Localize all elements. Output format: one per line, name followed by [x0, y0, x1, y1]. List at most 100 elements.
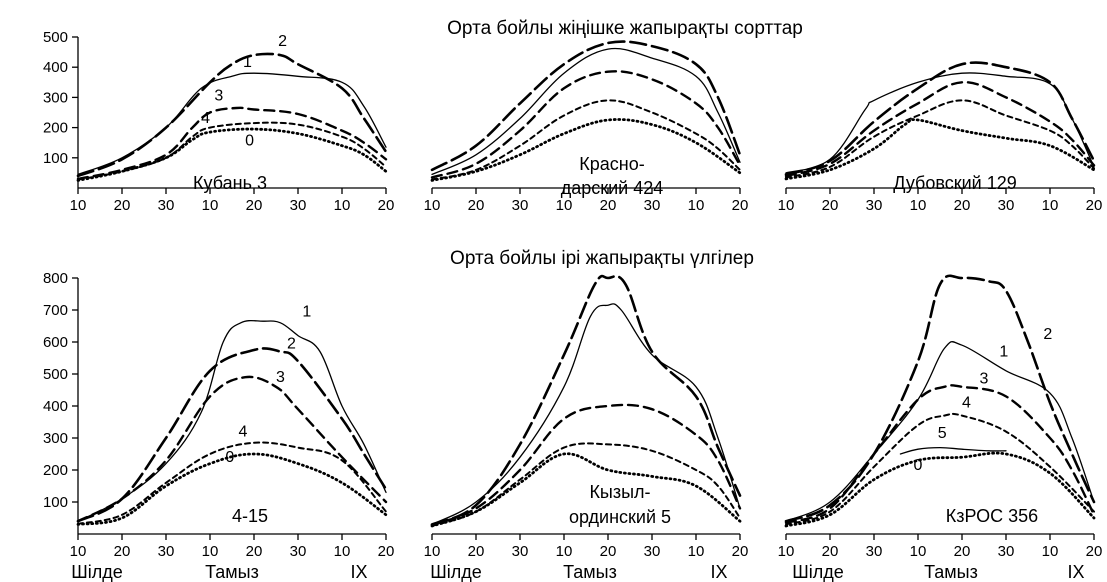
chart-panel-5: 10 20 30 10 20 30 10 20 Кызыл-ординский 5 [424, 274, 749, 560]
x-tick-label: 10 [202, 197, 219, 214]
curve-label-3: 3 [214, 87, 223, 104]
x-tick-label: 30 [512, 197, 529, 214]
month-label-september: IX [350, 562, 367, 582]
panel-title: дарский 424 [561, 178, 664, 198]
curve-label-3: 3 [980, 371, 989, 388]
month-label-september: IX [1067, 562, 1084, 582]
x-tick-label: 20 [600, 197, 617, 214]
x-tick-label: 10 [70, 543, 87, 560]
panel-title: 4-15 [232, 506, 268, 526]
series-2-line [76, 347, 388, 523]
x-tick-label: 10 [334, 197, 351, 214]
x-tick-label: 10 [688, 543, 705, 560]
series-3-line [76, 375, 388, 523]
chart-panel-2: 10 20 30 10 20 30 10 20 Красно-дарский 424 [424, 40, 748, 214]
x-tick-label: 30 [998, 543, 1015, 560]
y-tick-label: 200 [43, 120, 68, 137]
curve-label-2: 2 [1043, 326, 1052, 343]
series-1-line [431, 303, 741, 526]
series-0-line [784, 451, 1096, 528]
series-0-line [76, 452, 388, 526]
x-tick-label: 20 [378, 543, 395, 560]
y-tick-label: 100 [43, 494, 68, 511]
x-tick-label: 20 [468, 197, 485, 214]
curve-label-1: 1 [243, 54, 252, 71]
x-tick-label: 30 [866, 543, 883, 560]
y-tick-label: 300 [43, 430, 68, 447]
month-labels: Шілде Тамыз IX Шілде Тамыз IX Шілде Тамы… [71, 562, 1084, 582]
curve-label-4: 4 [201, 110, 210, 127]
x-tick-label: 20 [822, 543, 839, 560]
y-tick-label: 700 [43, 302, 68, 319]
y-tick-label: 200 [43, 462, 68, 479]
series-3-line [784, 384, 1096, 524]
x-tick-label: 20 [732, 543, 749, 560]
x-tick-label: 10 [334, 543, 351, 560]
row-title-bottom: Орта бойлы ірі жапырақты үлгілер [450, 248, 754, 269]
x-tick-label: 20 [1086, 543, 1103, 560]
x-tick-label: 20 [246, 543, 263, 560]
month-label-july: Шілде [71, 562, 123, 582]
curve-label-2: 2 [278, 33, 287, 50]
x-tick-label: 30 [290, 543, 307, 560]
series-5-line [899, 446, 1007, 455]
row-title-top: Орта бойлы жіңішке жапырақты сорттар [447, 18, 803, 39]
panel-title: Кубань 3 [193, 173, 267, 193]
y-tick-label: 800 [43, 270, 68, 287]
series-4-line [431, 442, 741, 527]
x-tick-label: 10 [424, 197, 441, 214]
x-tick-label: 10 [910, 197, 927, 214]
curve-label-1: 1 [999, 343, 1008, 360]
series-3-line [76, 106, 388, 181]
y-tick-label: 300 [43, 89, 68, 106]
y-tick-label: 100 [43, 150, 68, 167]
x-tick-label: 20 [600, 543, 617, 560]
x-tick-label: 30 [866, 197, 883, 214]
chart-panel-1: 10 20 30 10 20 30 10 20 100 200 300 400 500 2 1 34 0 Куба… [43, 29, 394, 214]
series-2-line [784, 61, 1096, 176]
x-tick-label: 20 [954, 543, 971, 560]
x-tick-label: 30 [512, 543, 529, 560]
series-1-line [431, 47, 741, 176]
x-tick-label: 20 [822, 197, 839, 214]
series-0-line [784, 118, 1096, 181]
x-tick-label: 20 [114, 197, 131, 214]
series-2-line [430, 274, 742, 526]
panel-title: Дубовский 129 [893, 173, 1017, 193]
curve-label-1: 1 [302, 303, 311, 320]
x-tick-label: 30 [290, 197, 307, 214]
series-2-line [76, 52, 388, 178]
x-tick-label: 20 [114, 543, 131, 560]
x-tick-label: 20 [378, 197, 395, 214]
month-label-august: Тамыз [924, 562, 978, 582]
month-label-august: Тамыз [563, 562, 617, 582]
series-4-line [431, 99, 741, 181]
x-tick-label: 10 [556, 543, 573, 560]
series-1-line [785, 340, 1095, 522]
series-2-line [784, 274, 1096, 523]
curve-label-3: 3 [276, 369, 285, 386]
series-2-line [430, 40, 742, 172]
chart-panel-3: 10 20 30 10 20 30 10 20 Дубовский 129 [778, 61, 1103, 214]
series-3-line [430, 70, 742, 179]
panel-title: КзРОС 356 [946, 506, 1038, 526]
series-4-line [785, 412, 1095, 526]
x-tick-label: 10 [556, 197, 573, 214]
x-tick-label: 30 [644, 197, 661, 214]
month-label-july: Шілде [792, 562, 844, 582]
panel-title: Кызыл- [589, 482, 650, 502]
x-tick-label: 10 [688, 197, 705, 214]
x-tick-label: 20 [468, 543, 485, 560]
y-tick-label: 400 [43, 398, 68, 415]
series-4-line [77, 121, 387, 181]
x-tick-label: 20 [1086, 197, 1103, 214]
x-tick-label: 20 [954, 197, 971, 214]
curve-label-4: 4 [962, 395, 971, 412]
series-3-line [784, 81, 1096, 178]
x-tick-label: 10 [910, 543, 927, 560]
series-0-line [430, 118, 742, 182]
curve-label-5: 5 [938, 425, 947, 442]
